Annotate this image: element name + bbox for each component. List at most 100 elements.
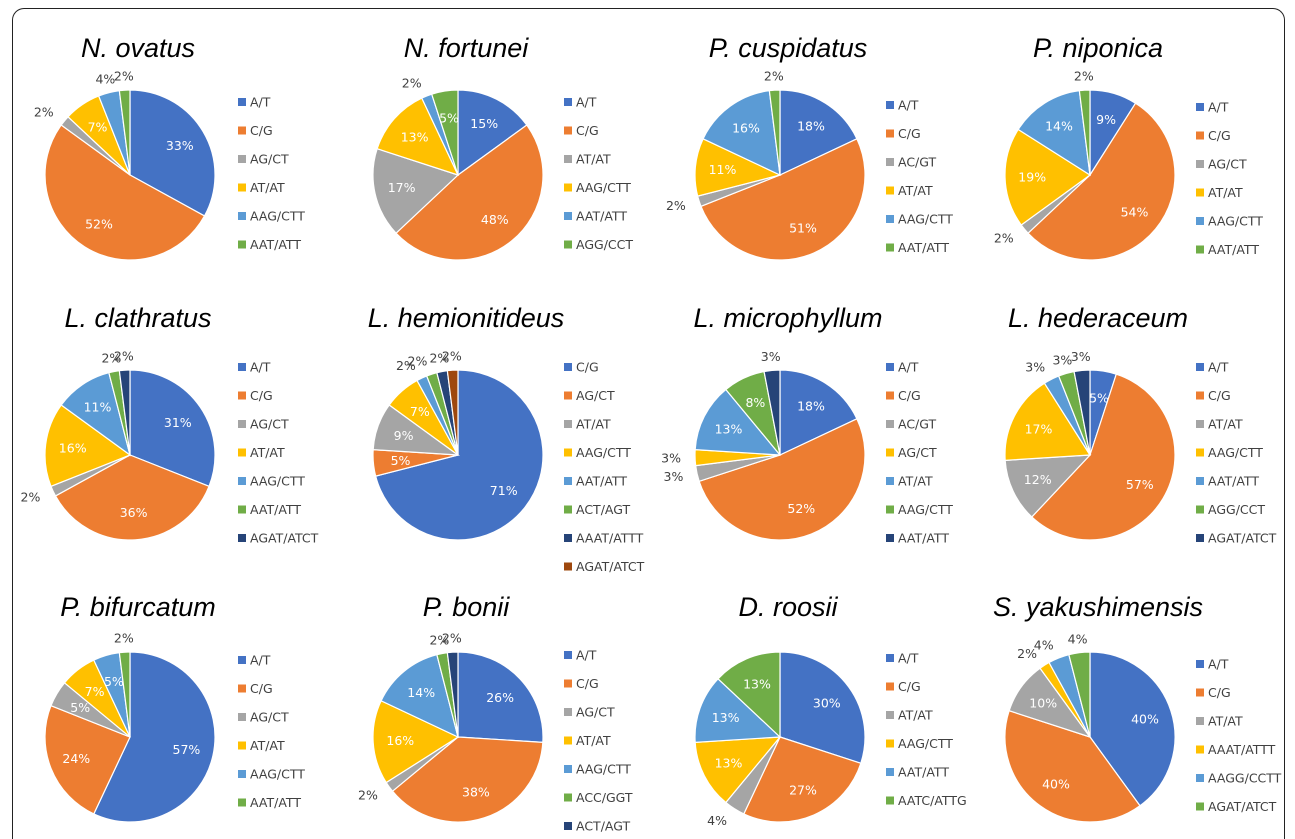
pie-slice (44, 124, 206, 261)
legend-swatch (1196, 217, 1204, 225)
slice-label: 38% (462, 785, 490, 800)
legend-swatch (564, 822, 572, 830)
legend-swatch (564, 126, 572, 135)
legend-label: A/T (1208, 100, 1229, 115)
pie-slice (1004, 382, 1092, 461)
slice-label: 2% (101, 350, 121, 365)
pie-slice (374, 369, 544, 541)
legend-label: AT/AT (898, 474, 933, 489)
legend-label: AAAT/ATTT (1208, 742, 1276, 757)
legend-swatch (1196, 420, 1204, 428)
slice-label: 71% (490, 483, 518, 498)
legend-swatch (564, 736, 572, 745)
pie-slice (380, 653, 459, 739)
pie-slice (694, 736, 782, 804)
legend-swatch (238, 391, 246, 400)
pie-slice (376, 97, 460, 176)
legend-label: AAGG/CCTT (1208, 771, 1282, 786)
slice-label: 2% (442, 349, 462, 364)
legend-label: C/G (1208, 388, 1231, 403)
pie-slice (1017, 89, 1091, 177)
legend-swatch (886, 158, 894, 166)
pie-slice (118, 89, 131, 176)
slice-label: 5% (439, 110, 459, 125)
legend-label: AAG/CTT (576, 180, 631, 195)
slice-label: 2% (358, 788, 378, 803)
legend-swatch (564, 240, 572, 249)
legend-label: A/T (250, 653, 271, 668)
legend-label: C/G (1208, 685, 1231, 700)
legend-swatch (238, 420, 246, 428)
legend-swatch (886, 363, 894, 371)
pie-slice (457, 651, 544, 743)
slice-label: 14% (1045, 119, 1073, 134)
legend-label: AAG/CTT (250, 767, 305, 782)
slice-label: 11% (84, 400, 112, 415)
legend-label: AG/CT (576, 388, 615, 403)
legend-swatch (1196, 505, 1204, 514)
legend-label: AG/CT (250, 152, 289, 167)
slice-label: 7% (410, 404, 430, 419)
pie-slice (430, 89, 459, 176)
slice-label: 3% (661, 451, 681, 466)
legend-swatch (238, 713, 246, 721)
legend-swatch (886, 420, 894, 428)
legend-label: AAG/CTT (576, 445, 631, 460)
panel-title: L. clathratus (64, 303, 211, 333)
legend-label: AAG/CTT (1208, 445, 1263, 460)
pie-slice (395, 124, 544, 261)
slice-label: 12% (1024, 472, 1052, 487)
legend-label: AG/CT (250, 417, 289, 432)
legend-label: A/T (898, 98, 919, 113)
legend-label: AT/AT (576, 417, 611, 432)
legend-label: AAT/ATT (250, 237, 301, 252)
legend-swatch (238, 155, 246, 163)
pie-panel: N. fortunei 15% 48% 17% 13% 2% 5% A/T C/G AT/AT AA… (372, 33, 633, 261)
legend-label: AAT/ATT (898, 240, 949, 255)
slice-label: 51% (789, 221, 817, 236)
legend-swatch (238, 534, 246, 542)
legend-label: A/T (898, 651, 919, 666)
legend-label: A/T (1208, 360, 1229, 375)
slice-label: 3% (1071, 349, 1091, 364)
legend-swatch (886, 129, 894, 138)
pie-panel: P. niponica 9% 54% 2% 19% 14% 2% A/T C/G AG/CT AT/… (994, 33, 1263, 261)
legend-swatch (1196, 245, 1204, 254)
legend-label: AAT/ATT (250, 502, 301, 517)
legend-swatch (564, 391, 572, 400)
slice-label: 57% (173, 742, 201, 757)
legend-swatch (886, 448, 894, 457)
slice-label: 19% (1018, 169, 1046, 184)
legend-label: C/G (576, 123, 599, 138)
pie-slice (1004, 709, 1141, 823)
legend-swatch (1196, 160, 1204, 168)
legend-label: AT/AT (1208, 714, 1243, 729)
slice-label: 13% (401, 129, 429, 144)
legend-swatch (564, 212, 572, 220)
legend-label: ACT/AGT (576, 819, 630, 834)
legend-label: A/T (250, 95, 271, 110)
slice-label: 2% (429, 632, 449, 647)
legend-swatch (564, 505, 572, 514)
pie-slice (372, 700, 460, 784)
pie-slice (779, 369, 858, 456)
slice-label: 2% (114, 69, 134, 84)
legend-label: AAT/ATT (898, 765, 949, 780)
pie-slice (694, 677, 782, 743)
slice-label: 2% (764, 69, 784, 84)
legend-swatch (564, 183, 572, 192)
legend-label: C/G (576, 360, 599, 375)
pie-slice (118, 369, 131, 456)
slice-label: 17% (388, 180, 416, 195)
legend-label: AAG/CTT (898, 212, 953, 227)
slice-label: 5% (1089, 390, 1109, 405)
legend-label: ACT/AGT (576, 502, 630, 517)
legend-label: A/T (1208, 657, 1229, 672)
legend-swatch (564, 793, 572, 802)
legend-label: AAT/ATT (898, 531, 949, 546)
slice-label: 52% (85, 216, 113, 231)
slice-label: 4% (1034, 638, 1054, 653)
slice-label: 18% (797, 399, 825, 414)
pie-slice (44, 704, 131, 815)
